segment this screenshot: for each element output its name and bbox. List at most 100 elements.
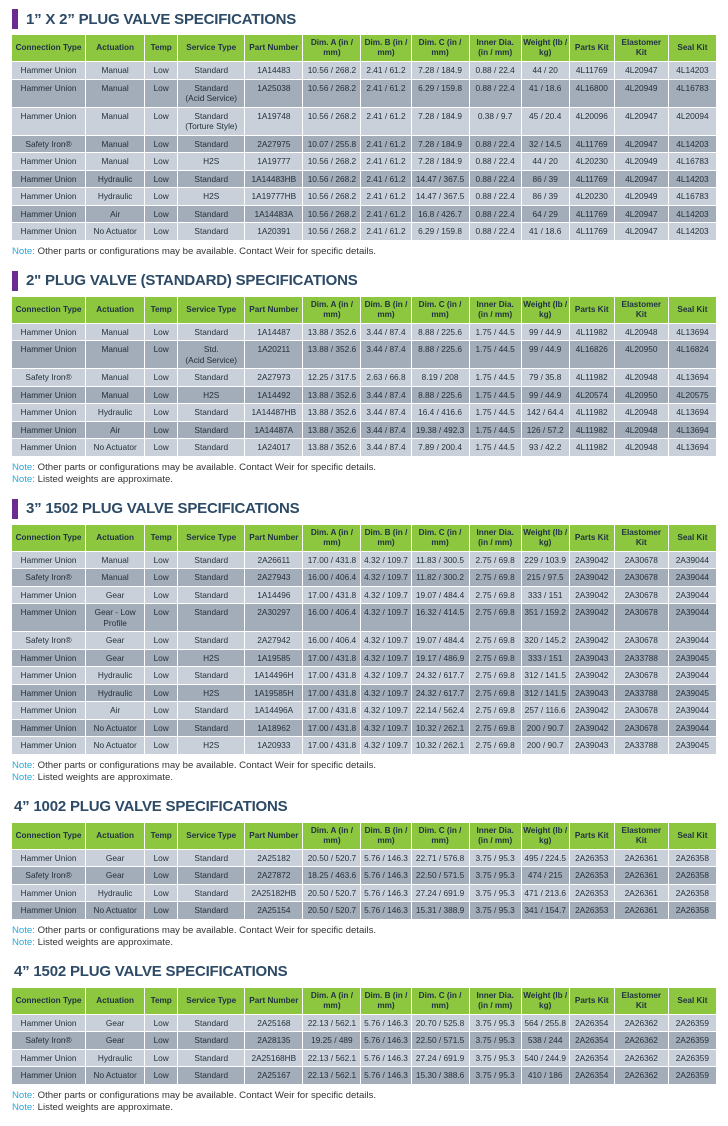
table-row: Hammer Union Manual Low Std. (Acid Service)… xyxy=(12,341,716,368)
table-row: Hammer Union Gear Low Standard 2A25168 22.13 … xyxy=(12,1014,716,1031)
table-cell: 200 / 90.7 xyxy=(521,719,569,736)
table-row: Hammer Union Hydraulic Low Standard 2A25182H… xyxy=(12,884,716,901)
column-header: Connection Type xyxy=(12,296,86,323)
table-cell: 14.47 / 367.5 xyxy=(411,188,469,205)
note: Note: Listed weights are approximate. xyxy=(12,474,716,486)
table-cell: 538 / 244 xyxy=(521,1032,569,1049)
table-cell: 4.32 / 109.7 xyxy=(361,702,411,719)
table-cell: 3.75 / 95.3 xyxy=(469,867,521,884)
table-cell: 1A14487HB xyxy=(245,404,303,421)
column-header: Weight (lb / kg) xyxy=(521,35,569,61)
table-cell: Gear xyxy=(86,649,145,666)
table-cell: 2A26354 xyxy=(569,1067,614,1084)
table-cell: Hammer Union xyxy=(12,667,86,684)
table-cell: Safety Iron® xyxy=(12,1032,86,1049)
table-cell: Standard xyxy=(178,1049,245,1066)
table-cell: 15.31 / 388.9 xyxy=(411,902,469,919)
table-cell: 10.56 / 268.2 xyxy=(303,62,361,79)
table-cell: 4L11982 xyxy=(569,369,614,386)
table-cell: 1A20933 xyxy=(245,737,303,754)
table-cell: 4L20947 xyxy=(614,107,668,135)
table-cell: 2.75 / 69.8 xyxy=(469,719,521,736)
table-cell: 0.88 / 22.4 xyxy=(469,188,521,205)
table-cell: 410 / 186 xyxy=(521,1067,569,1084)
table-row: Hammer Union Manual Low Standard (Torture S… xyxy=(12,107,716,135)
table-cell: Low xyxy=(145,902,178,919)
notes: Note: Other parts or configurations may … xyxy=(12,1090,716,1114)
table-cell: Standard xyxy=(178,1067,245,1084)
column-header: Dim. B (in / mm) xyxy=(361,296,411,323)
table-cell: 4L20230 xyxy=(569,153,614,170)
table-cell: Standard xyxy=(178,135,245,152)
table-row: Hammer Union No Actuator Low Standard 1A1896… xyxy=(12,719,716,736)
table-cell: Safety Iron® xyxy=(12,569,86,586)
column-header: Elastomer Kit xyxy=(614,296,668,323)
table-cell: Low xyxy=(145,62,178,79)
table-cell: 13.88 / 352.6 xyxy=(303,404,361,421)
table-row: Hammer Union No Actuator Low H2S 1A20933 17.0… xyxy=(12,737,716,754)
table-row: Hammer Union No Actuator Low Standard 2A2516… xyxy=(12,1067,716,1084)
note: Note: Other parts or configurations may … xyxy=(12,462,716,474)
table-row: Hammer Union No Actuator Low Standard 2A2515… xyxy=(12,902,716,919)
table-cell: 2A25154 xyxy=(245,902,303,919)
table-cell: Low xyxy=(145,719,178,736)
column-header: Temp xyxy=(145,524,178,551)
column-header: Parts Kit xyxy=(569,35,614,61)
table-cell: Manual xyxy=(86,135,145,152)
table-cell: 10.56 / 268.2 xyxy=(303,79,361,107)
note-text: Other parts or configurations may be ava… xyxy=(34,1089,377,1101)
table-cell: Safety Iron® xyxy=(12,632,86,649)
note-label: Note: xyxy=(12,461,35,473)
table-cell: 4L20574 xyxy=(569,386,614,403)
table-cell: 2.75 / 69.8 xyxy=(469,569,521,586)
column-header: Weight (lb / kg) xyxy=(521,987,569,1014)
table-cell: 3.75 / 95.3 xyxy=(469,849,521,866)
table-cell: 22.50 / 571.5 xyxy=(411,867,469,884)
table-cell: 20.50 / 520.7 xyxy=(303,849,361,866)
table-cell: 2.41 / 61.2 xyxy=(361,107,411,135)
table-cell: Low xyxy=(145,702,178,719)
table-cell: 7.28 / 184.9 xyxy=(411,153,469,170)
table-cell: 215 / 97.5 xyxy=(521,569,569,586)
table-cell: 200 / 90.7 xyxy=(521,737,569,754)
column-header: Actuation xyxy=(86,987,145,1014)
table-cell: 8.88 / 225.6 xyxy=(411,386,469,403)
table-cell: 3.75 / 95.3 xyxy=(469,1014,521,1031)
table-cell: 2A33788 xyxy=(614,684,668,701)
table-cell: 2A27943 xyxy=(245,569,303,586)
note: Note: Other parts or configurations may … xyxy=(12,246,716,258)
column-header: Dim. C (in / mm) xyxy=(411,296,469,323)
table-cell: 16.00 / 406.4 xyxy=(303,632,361,649)
table-cell: 2A26361 xyxy=(614,902,668,919)
table-cell: 2A26359 xyxy=(668,1067,716,1084)
table-cell: 2A30678 xyxy=(614,667,668,684)
table-cell: 17.00 / 431.8 xyxy=(303,719,361,736)
table-cell: 1A14483A xyxy=(245,205,303,222)
table-cell: 10.56 / 268.2 xyxy=(303,153,361,170)
column-header: Temp xyxy=(145,822,178,849)
table-cell: No Actuator xyxy=(86,223,145,240)
column-header: Inner Dia. (in / mm) xyxy=(469,987,521,1014)
table-cell: Hammer Union xyxy=(12,223,86,240)
table-cell: 2.75 / 69.8 xyxy=(469,684,521,701)
table-cell: 2A39042 xyxy=(569,604,614,631)
table-cell: Low xyxy=(145,205,178,222)
column-header: Parts Kit xyxy=(569,822,614,849)
table-cell: 474 / 215 xyxy=(521,867,569,884)
table-cell: 22.13 / 562.1 xyxy=(303,1049,361,1066)
note: Note: Other parts or configurations may … xyxy=(12,1090,716,1102)
table-cell: 2A26354 xyxy=(569,1032,614,1049)
table-cell: No Actuator xyxy=(86,1067,145,1084)
table-cell: 20.50 / 520.7 xyxy=(303,884,361,901)
table-row: Hammer Union Gear - Low Profile Low Standar… xyxy=(12,604,716,631)
table-cell: 2.75 / 69.8 xyxy=(469,649,521,666)
table-row: Hammer Union Manual Low H2S 1A19777 10.56 / 2… xyxy=(12,153,716,170)
note-label: Note: xyxy=(12,759,35,771)
table-cell: 320 / 145.2 xyxy=(521,632,569,649)
table-cell: Low xyxy=(145,153,178,170)
table-cell: Low xyxy=(145,341,178,368)
table-cell: Standard xyxy=(178,586,245,603)
table-cell: 2A26611 xyxy=(245,551,303,568)
table-cell: 229 / 103.9 xyxy=(521,551,569,568)
table-cell: 3.44 / 87.4 xyxy=(361,439,411,456)
